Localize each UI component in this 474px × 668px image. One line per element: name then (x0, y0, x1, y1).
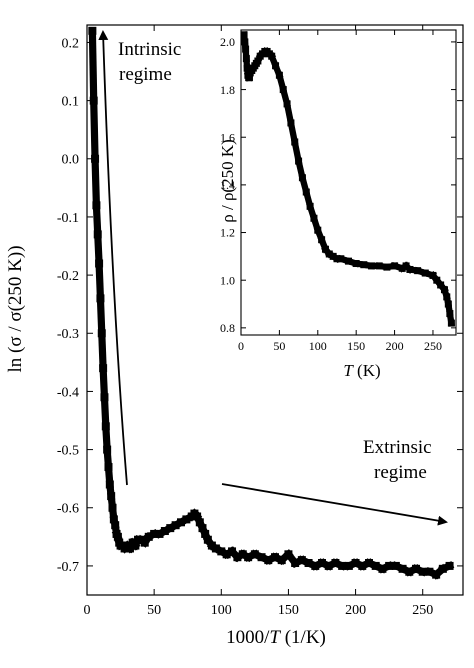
main-data-band (88, 27, 98, 105)
main-x-tick-label: 200 (345, 603, 366, 618)
inset-x-tick-label: 100 (309, 339, 327, 353)
main-data-band (99, 364, 109, 402)
inset-x-axis-label: T (K) (343, 361, 380, 380)
main-data-band (90, 96, 99, 163)
extrinsic-annotation-line1: Extrinsic (363, 437, 432, 458)
main-y-tick-label: -0.4 (57, 385, 79, 400)
main-y-tick-label: -0.5 (57, 443, 79, 458)
inset-x-tick-label: 200 (386, 339, 404, 353)
main-data-band (91, 155, 101, 210)
main-x-axis-label: 1000/T (1/K) (226, 627, 326, 648)
main-data-band (100, 393, 110, 431)
inset-data-point (447, 319, 455, 327)
main-data-point (445, 561, 454, 570)
main-y-tick-label: -0.2 (57, 269, 79, 284)
inset-background (241, 30, 456, 335)
main-y-tick-label: 0.1 (62, 95, 80, 110)
inset-y-tick-label: 1.4 (220, 178, 235, 192)
main-data-band (95, 259, 105, 303)
main-x-tick-label: 250 (412, 603, 433, 618)
main-y-tick-label: 0.0 (62, 153, 80, 168)
inset-x-tick-label: 50 (273, 339, 285, 353)
main-x-tick-label: 50 (147, 603, 161, 618)
intrinsic-arrow (98, 30, 128, 486)
inset-y-tick-label: 2.0 (220, 35, 235, 49)
main-y-tick-label: -0.3 (57, 327, 79, 342)
main-x-tick-label: 100 (211, 603, 232, 618)
inset-y-tick-label: 1.0 (220, 273, 235, 287)
inset-y-tick-label: 1.2 (220, 226, 235, 240)
main-y-tick-label: -0.7 (57, 560, 79, 575)
extrinsic-annotation-line2: regime (374, 462, 427, 483)
inset-x-tick-label: 250 (424, 339, 442, 353)
inset-y-tick-label: 1.8 (220, 83, 235, 97)
intrinsic-annotation-line2: regime (119, 64, 172, 85)
inset-data-series (240, 31, 456, 327)
main-y-tick-label: 0.2 (62, 36, 80, 51)
main-data-series (88, 26, 455, 580)
intrinsic-annotation-line1: Intrinsic (118, 39, 181, 60)
main-y-tick-label: -0.1 (57, 211, 79, 226)
main-data-band (96, 294, 106, 338)
main-y-axis-label: ln (σ / σ(250 K)) (5, 245, 26, 372)
inset-x-tick-label: 0 (238, 339, 244, 353)
inset-y-axis-label: ρ / ρ(250 K) (218, 139, 237, 223)
extrinsic-arrow (221, 483, 448, 526)
main-data-band (98, 329, 107, 372)
main-data-band (93, 230, 103, 268)
main-data-band (92, 201, 102, 239)
inset-x-tick-label: 150 (347, 339, 365, 353)
inset-axis-ticks: 0 50 100 150 200 250 0.8 1.0 1.2 1.4 1.6 1.8 2.0 (220, 30, 456, 353)
main-x-tick-label: 150 (278, 603, 299, 618)
inset-y-tick-label: 1.6 (220, 130, 235, 144)
main-plot-frame (86, 24, 464, 596)
main-y-tick-label: -0.6 (57, 502, 79, 517)
main-x-tick-label: 0 (84, 603, 91, 618)
inset-plot-frame (240, 29, 457, 336)
inset-y-tick-label: 0.8 (220, 321, 235, 335)
